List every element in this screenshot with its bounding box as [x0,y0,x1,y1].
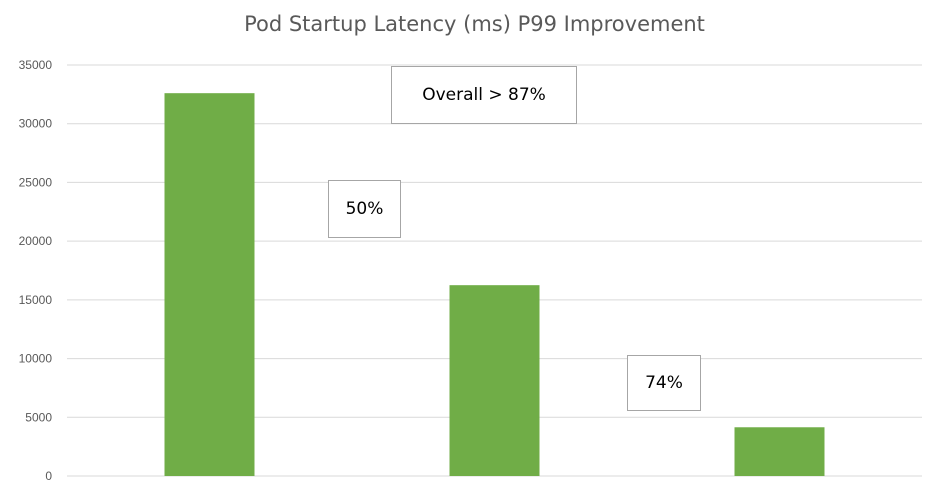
chart-title: Pod Startup Latency (ms) P99 Improvement [244,12,705,36]
step2-annotation: 74% [627,355,701,411]
y-tick-label: 25000 [19,175,53,189]
y-tick-label: 35000 [19,58,53,72]
step1-annotation: 50% [328,180,401,238]
bar-3 [734,427,825,476]
y-tick-label: 15000 [19,293,53,307]
y-tick-label: 0 [45,469,52,483]
overall-annotation: Overall > 87% [391,66,577,124]
bar-2 [449,285,540,476]
y-tick-label: 5000 [25,410,52,424]
bar-1 [164,93,255,476]
y-tick-label: 10000 [19,352,53,366]
y-tick-label: 30000 [19,117,53,131]
bars [164,93,825,476]
y-axis-ticks: 0 5000 10000 15000 20000 25000 30000 35000 [19,58,53,483]
y-tick-label: 20000 [19,234,53,248]
